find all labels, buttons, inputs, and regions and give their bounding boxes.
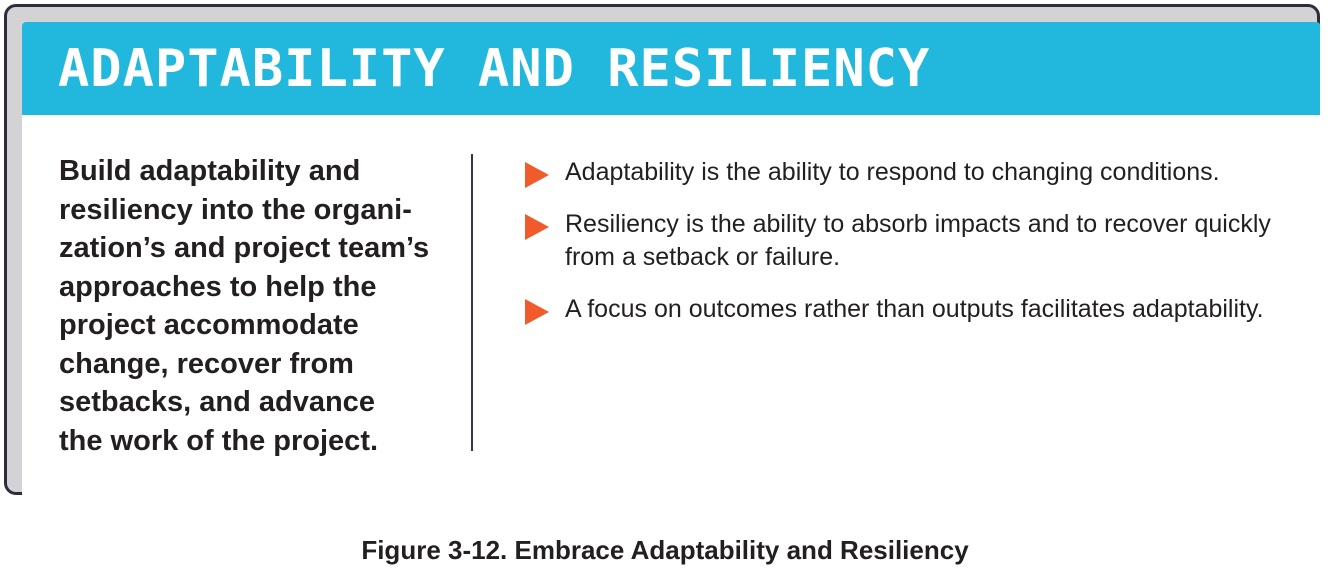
summary-statement: Build adaptability and resiliency into t…: [59, 155, 430, 457]
arrow-right-icon: [525, 214, 549, 240]
principle-card: ADAPTABILITY AND RESILIENCY Build adapta…: [4, 4, 1320, 498]
arrow-right-icon: [525, 299, 549, 325]
bullet-text: A focus on outcomes rather than outputs …: [565, 295, 1264, 323]
bullet-text: Adaptability is the ability to respond t…: [565, 158, 1220, 186]
title-banner: ADAPTABILITY AND RESILIENCY: [22, 22, 1320, 115]
column-divider: [471, 154, 473, 451]
arrow-right-icon: [525, 162, 549, 188]
card-title: ADAPTABILITY AND RESILIENCY: [58, 39, 931, 99]
card-body: ADAPTABILITY AND RESILIENCY Build adapta…: [22, 22, 1320, 498]
bullet-text: Resiliency is the ability to absorb impa…: [565, 210, 1271, 271]
bullet-list: Adaptability is the ability to respond t…: [525, 156, 1305, 345]
bullet-item: Resiliency is the ability to absorb impa…: [525, 208, 1305, 274]
figure-caption: Figure 3-12. Embrace Adaptability and Re…: [361, 535, 969, 565]
bullet-item: Adaptability is the ability to respond t…: [525, 156, 1305, 189]
bullet-item: A focus on outcomes rather than outputs …: [525, 293, 1305, 326]
